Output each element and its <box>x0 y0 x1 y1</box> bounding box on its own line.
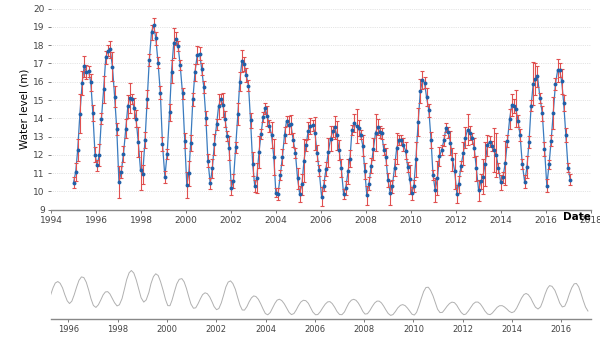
Y-axis label: Water level (m): Water level (m) <box>19 69 29 149</box>
Text: Date: Date <box>563 212 591 222</box>
